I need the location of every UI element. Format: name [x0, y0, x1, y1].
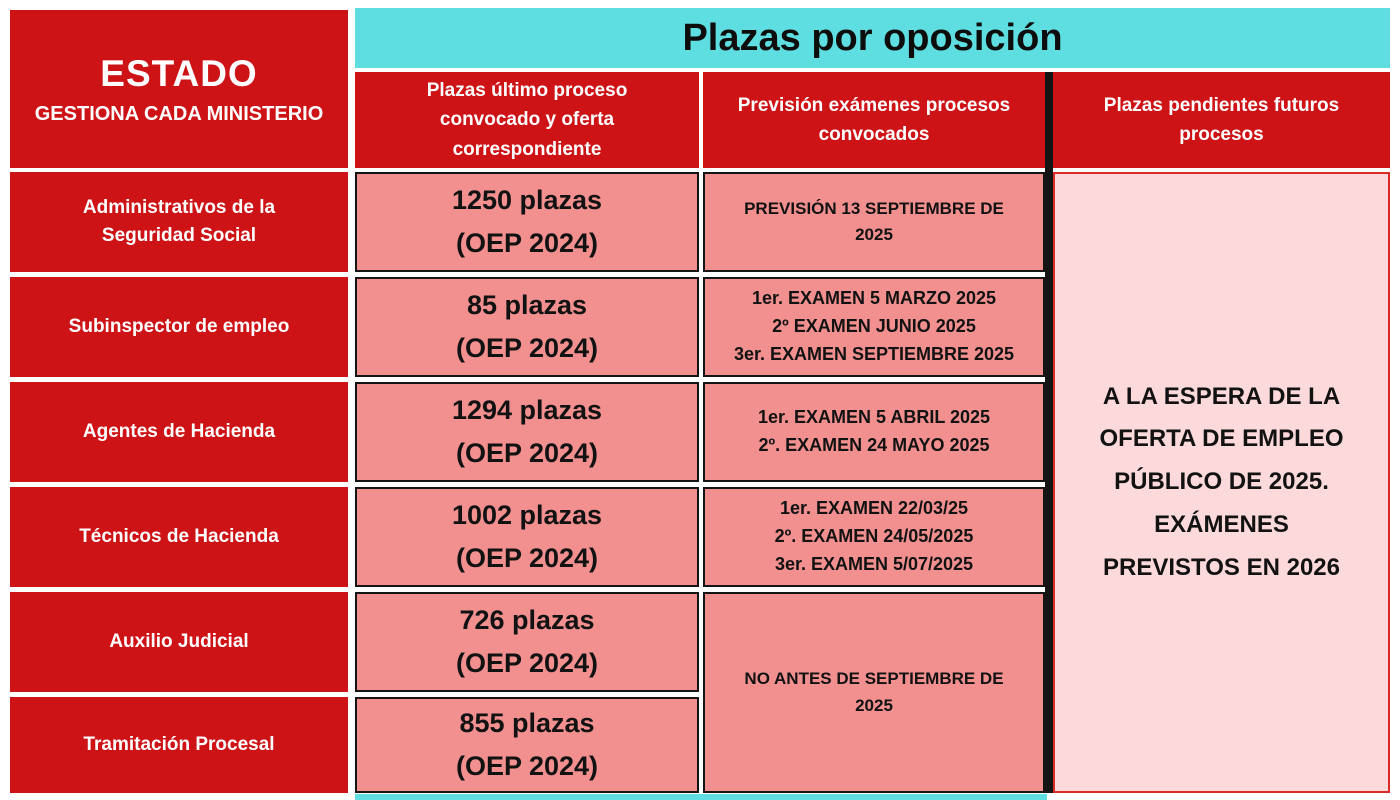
row-plazas-cell: 1294 plazas (OEP 2024): [355, 382, 699, 482]
col-header-prevision-examenes: Previsión exámenes procesos convocados: [703, 72, 1045, 168]
exam-line: 3er. EXAMEN SEPTIEMBRE 2025: [733, 343, 1015, 364]
plazas-value: 1250 plazas: [451, 184, 603, 215]
exam-line: PREVISIÓN 13 SEPTIEMBRE DE 2025: [744, 198, 1004, 244]
exam-line: 3er. EXAMEN 5/07/2025: [774, 553, 974, 574]
exam-line: 2º. EXAMEN 24/05/2025: [774, 526, 974, 547]
row-exams-cell: 1er. EXAMEN 5 MARZO 2025 2º EXAMEN JUNIO…: [703, 277, 1045, 377]
row-exams-cell: PREVISIÓN 13 SEPTIEMBRE DE 2025: [703, 172, 1045, 272]
exam-line: 2º. EXAMEN 24 MAYO 2025: [758, 435, 990, 455]
pending-plazas-cell: A LA ESPERA DE LA OFERTA DE EMPLEO PÚBLI…: [1053, 172, 1390, 793]
row-name-tecnicos-hacienda: Técnicos de Hacienda: [10, 487, 348, 587]
row-plazas-cell: 1250 plazas (OEP 2024): [355, 172, 699, 272]
row-plazas-cell: 1002 plazas (OEP 2024): [355, 487, 699, 587]
row-plazas-cell: 855 plazas (OEP 2024): [355, 697, 699, 793]
exam-line: 1er. EXAMEN 22/03/25: [779, 498, 969, 519]
estado-header-cell: ESTADO GESTIONA CADA MINISTERIO: [10, 10, 348, 168]
exam-line: 2º EXAMEN JUNIO 2025: [772, 316, 976, 337]
row-exams-cell: 1er. EXAMEN 22/03/25 2º. EXAMEN 24/05/20…: [703, 487, 1045, 587]
column-divider: [1045, 72, 1053, 793]
row-plazas-cell: 85 plazas (OEP 2024): [355, 277, 699, 377]
plazas-oep: (OEP 2024): [455, 751, 599, 781]
estado-subtitle: GESTIONA CADA MINISTERIO: [34, 102, 324, 125]
estado-title: ESTADO: [100, 52, 258, 94]
col-header-plazas-ultimo-proceso: Plazas último proceso convocado y oferta…: [355, 72, 699, 168]
exams-merged-cell: NO ANTES DE SEPTIEMBRE DE 2025: [703, 592, 1045, 793]
col-header-plazas-pendientes: Plazas pendientes futuros procesos: [1053, 72, 1390, 168]
plazas-value: 85 plazas: [466, 289, 588, 320]
plazas-value: 1002 plazas: [451, 499, 603, 530]
plazas-oep: (OEP 2024): [455, 333, 599, 363]
plazas-oep: (OEP 2024): [455, 228, 599, 258]
plazas-value: 855 plazas: [459, 707, 595, 738]
plazas-value: 726 plazas: [459, 604, 595, 635]
plazas-oep: (OEP 2024): [455, 543, 599, 573]
row-name-administrativos-seguridad-social: Administrativos de la Seguridad Social: [10, 172, 348, 272]
exam-line: 1er. EXAMEN 5 ABRIL 2025: [757, 407, 991, 428]
row-plazas-cell: 726 plazas (OEP 2024): [355, 592, 699, 692]
row-name-auxilio-judicial: Auxilio Judicial: [10, 592, 348, 692]
row-name-agentes-hacienda: Agentes de Hacienda: [10, 382, 348, 482]
row-name-tramitacion-procesal: Tramitación Procesal: [10, 697, 348, 793]
banner-title: Plazas por oposición: [355, 8, 1390, 68]
exam-line: 1er. EXAMEN 5 MARZO 2025: [751, 288, 997, 309]
plazas-value: 1294 plazas: [451, 394, 603, 425]
row-exams-cell: 1er. EXAMEN 5 ABRIL 2025 2º. EXAMEN 24 M…: [703, 382, 1045, 482]
exam-line: NO ANTES DE SEPTIEMBRE DE 2025: [744, 669, 1004, 715]
bottom-accent-strip: [355, 794, 1047, 800]
plazas-oep: (OEP 2024): [455, 648, 599, 678]
row-name-subinspector-empleo: Subinspector de empleo: [10, 277, 348, 377]
plazas-oep: (OEP 2024): [455, 438, 599, 468]
